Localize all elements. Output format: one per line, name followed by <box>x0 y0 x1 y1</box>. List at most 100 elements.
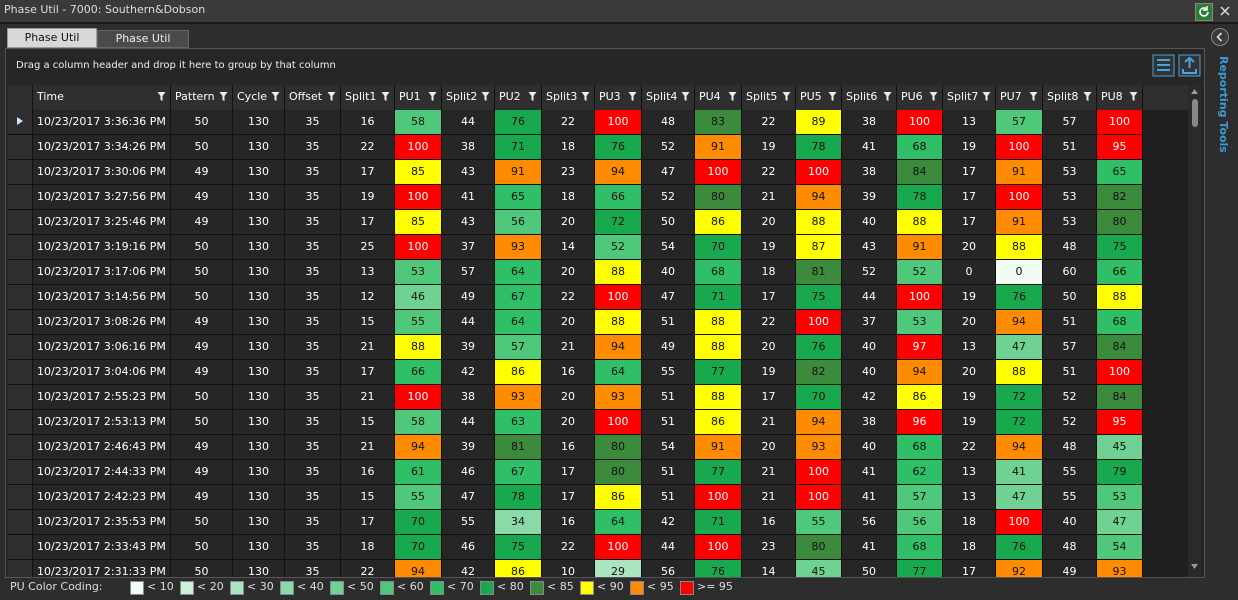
pu-cell: 47 <box>1097 510 1143 535</box>
cell: 48 <box>1043 535 1097 560</box>
cell: 21 <box>341 335 395 360</box>
cell: 55 <box>1043 485 1097 510</box>
refresh-button[interactable] <box>1195 3 1213 21</box>
filter-icon[interactable] <box>1129 91 1138 102</box>
cell: 50 <box>171 510 233 535</box>
row-selector[interactable] <box>8 135 33 160</box>
row-selector[interactable] <box>8 110 33 135</box>
filter-icon[interactable] <box>929 91 938 102</box>
column-header[interactable]: Split8 <box>1043 85 1097 110</box>
row-selector[interactable] <box>8 210 33 235</box>
tab-active[interactable]: Phase Util Chart <box>7 28 97 62</box>
row-selector[interactable] <box>8 485 33 510</box>
column-header[interactable]: Pattern <box>171 85 233 110</box>
scrollbar[interactable] <box>1188 85 1201 577</box>
cell: 16 <box>542 435 595 460</box>
row-selector[interactable] <box>8 410 33 435</box>
cell: 42 <box>642 510 695 535</box>
column-header[interactable]: PU8 <box>1097 85 1143 110</box>
column-header[interactable]: Split5 <box>742 85 796 110</box>
row-selector[interactable] <box>8 460 33 485</box>
filter-icon[interactable] <box>157 91 166 102</box>
filter-icon[interactable] <box>628 91 637 102</box>
filter-icon[interactable] <box>481 91 490 102</box>
row-selector[interactable] <box>8 360 33 385</box>
cell: 52 <box>1043 385 1097 410</box>
filter-icon[interactable] <box>728 91 737 102</box>
filter-icon[interactable] <box>271 91 280 102</box>
column-header[interactable]: Offset <box>285 85 341 110</box>
column-header[interactable]: Split2 <box>442 85 495 110</box>
filter-icon[interactable] <box>883 91 892 102</box>
pu-cell: 88 <box>695 310 742 335</box>
filter-icon[interactable] <box>381 91 390 102</box>
column-header[interactable]: PU4 <box>695 85 742 110</box>
filter-icon[interactable] <box>681 91 690 102</box>
column-header[interactable]: Cycle <box>233 85 285 110</box>
column-header[interactable]: PU6 <box>897 85 943 110</box>
row-selector[interactable] <box>8 510 33 535</box>
filter-icon[interactable] <box>782 91 791 102</box>
column-header[interactable]: Time <box>33 85 171 110</box>
filter-icon[interactable] <box>1083 91 1092 102</box>
column-header[interactable]: Split3 <box>542 85 595 110</box>
filter-icon[interactable] <box>982 91 991 102</box>
cell: 14 <box>742 560 796 577</box>
cell: 10/23/2017 2:35:53 PM <box>33 510 171 535</box>
column-header[interactable]: PU7 <box>996 85 1043 110</box>
row-selector[interactable] <box>8 435 33 460</box>
filter-icon[interactable] <box>327 91 336 102</box>
row-selector[interactable] <box>8 335 33 360</box>
row-selector[interactable] <box>8 560 33 577</box>
cell: 13 <box>943 485 996 510</box>
row-selector[interactable] <box>8 160 33 185</box>
cell: 39 <box>442 335 495 360</box>
filter-icon[interactable] <box>528 91 537 102</box>
row-selector[interactable] <box>8 385 33 410</box>
tab[interactable]: Phase Util Graph <box>97 30 189 61</box>
row-selector[interactable] <box>8 185 33 210</box>
column-header[interactable]: PU5 <box>796 85 842 110</box>
pu-cell: 88 <box>897 210 943 235</box>
title-bar: Phase Util - 7000: Southern&Dobson <box>0 0 1238 22</box>
side-panel-label[interactable]: Reporting Tools <box>1217 56 1230 153</box>
pu-cell: 34 <box>495 510 542 535</box>
cell: 35 <box>285 510 341 535</box>
export-button[interactable] <box>1178 54 1201 77</box>
close-button[interactable] <box>1219 5 1231 17</box>
column-chooser[interactable] <box>1152 54 1175 77</box>
cell: 22 <box>542 285 595 310</box>
collapse-button[interactable] <box>1210 27 1230 47</box>
filter-icon[interactable] <box>1029 91 1038 102</box>
cell: 47 <box>442 485 495 510</box>
column-header[interactable]: Split6 <box>842 85 897 110</box>
row-selector[interactable] <box>8 235 33 260</box>
filter-icon[interactable] <box>581 91 590 102</box>
legend-label: < 95 <box>647 580 674 593</box>
column-header[interactable]: PU1 <box>395 85 442 110</box>
row-selector[interactable] <box>8 285 33 310</box>
column-header[interactable]: PU3 <box>595 85 642 110</box>
column-header[interactable]: Split1 <box>341 85 395 110</box>
cell: 10/23/2017 2:31:33 PM <box>33 560 171 577</box>
pu-cell: 79 <box>1097 460 1143 485</box>
pu-cell: 80 <box>796 535 842 560</box>
filter-icon[interactable] <box>428 91 437 102</box>
cell: 41 <box>842 485 897 510</box>
cell: 130 <box>233 185 285 210</box>
pu-cell: 88 <box>1097 285 1143 310</box>
column-header[interactable]: Split7 <box>943 85 996 110</box>
filter-icon[interactable] <box>828 91 837 102</box>
column-header[interactable]: PU2 <box>495 85 542 110</box>
column-header[interactable]: Split4 <box>642 85 695 110</box>
legend-label: < 85 <box>547 580 574 593</box>
cell: 35 <box>285 210 341 235</box>
cell: 16 <box>341 110 395 135</box>
pu-cell: 65 <box>495 185 542 210</box>
filter-icon[interactable] <box>219 91 228 102</box>
row-selector[interactable] <box>8 260 33 285</box>
row-selector[interactable] <box>8 310 33 335</box>
row-selector[interactable] <box>8 535 33 560</box>
pu-cell: 100 <box>796 460 842 485</box>
cell: 130 <box>233 110 285 135</box>
